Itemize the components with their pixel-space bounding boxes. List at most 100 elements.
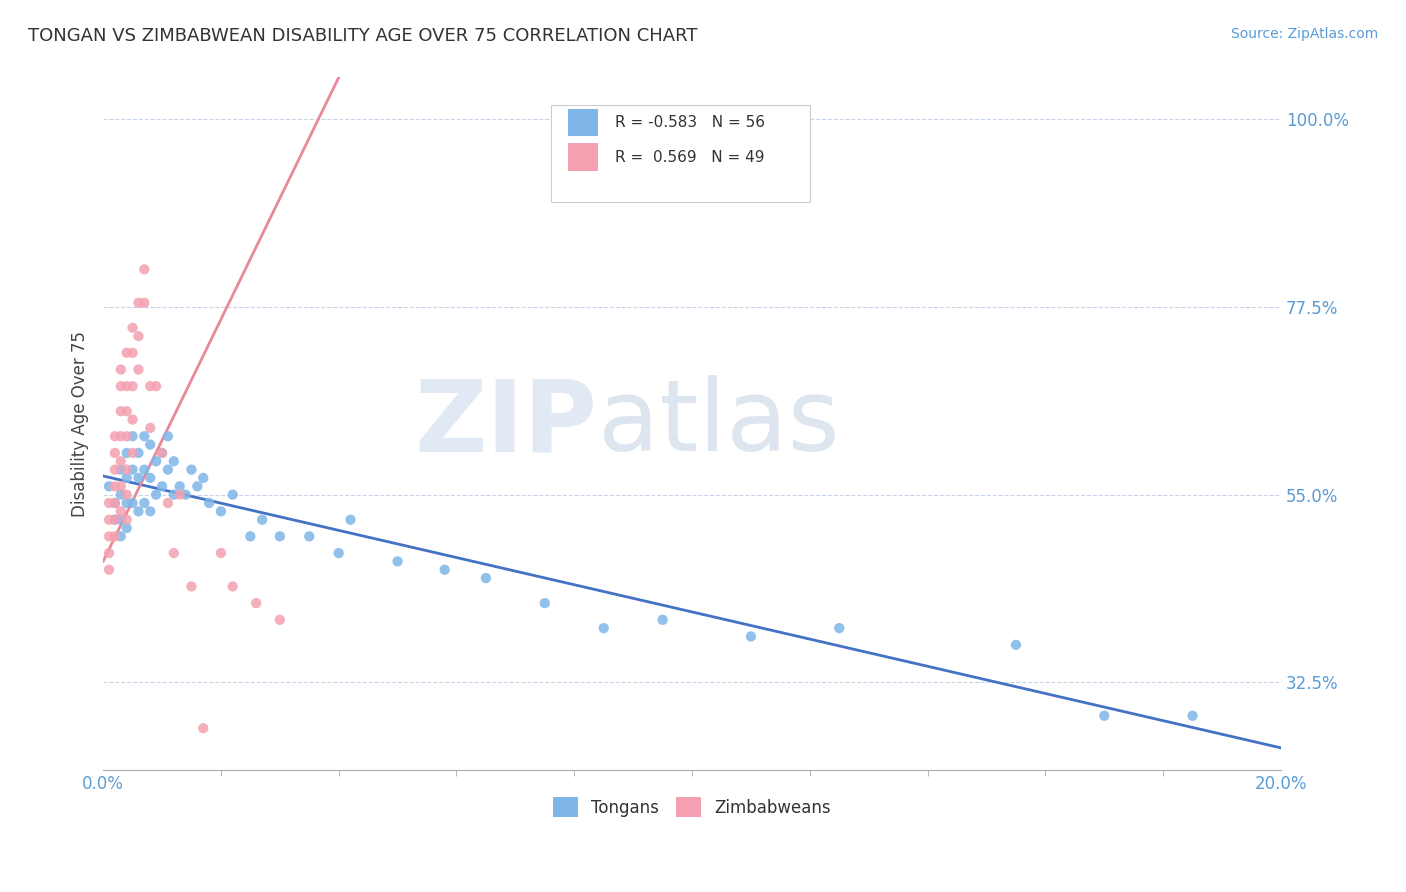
FancyBboxPatch shape <box>568 109 598 136</box>
Point <box>134 262 156 277</box>
Point <box>592 621 614 635</box>
Point <box>104 513 127 527</box>
Point <box>110 488 132 502</box>
Point <box>127 295 149 310</box>
Point <box>110 479 132 493</box>
Point <box>115 404 138 418</box>
Point <box>239 529 262 543</box>
Point <box>245 596 267 610</box>
Point <box>104 496 127 510</box>
Legend: Tongans, Zimbabweans: Tongans, Zimbabweans <box>547 790 838 824</box>
FancyBboxPatch shape <box>568 144 598 171</box>
Point <box>221 488 243 502</box>
Point <box>139 437 162 451</box>
Point <box>121 496 143 510</box>
Point <box>145 379 167 393</box>
Point <box>339 513 361 527</box>
Point <box>104 446 127 460</box>
Point <box>115 496 138 510</box>
Point <box>110 513 132 527</box>
Point <box>115 521 138 535</box>
Point <box>298 529 321 543</box>
Point <box>139 421 162 435</box>
Point <box>110 362 132 376</box>
Point <box>651 613 673 627</box>
Point <box>110 454 132 468</box>
Point <box>180 579 202 593</box>
Point <box>533 596 555 610</box>
Point <box>186 479 208 493</box>
Point <box>193 471 215 485</box>
Point <box>1181 708 1204 723</box>
Point <box>209 546 232 560</box>
Point <box>387 554 409 568</box>
Point <box>134 429 156 443</box>
Point <box>134 462 156 476</box>
Text: ZIP: ZIP <box>415 376 598 472</box>
Point <box>193 721 215 735</box>
Point <box>269 529 291 543</box>
Point <box>115 429 138 443</box>
Point <box>104 496 127 510</box>
Point <box>150 446 173 460</box>
Point <box>139 504 162 518</box>
Point <box>139 379 162 393</box>
Point <box>127 362 149 376</box>
Point <box>121 346 143 360</box>
Point <box>156 462 179 476</box>
Point <box>110 504 132 518</box>
Point <box>104 529 127 543</box>
Text: atlas: atlas <box>598 376 839 472</box>
Point <box>156 429 179 443</box>
Point <box>121 412 143 426</box>
Point <box>198 496 221 510</box>
Point <box>104 462 127 476</box>
Point <box>127 446 149 460</box>
Point <box>127 504 149 518</box>
Point <box>115 379 138 393</box>
Point <box>139 471 162 485</box>
Point <box>121 462 143 476</box>
Point <box>269 613 291 627</box>
Point <box>121 429 143 443</box>
Point <box>145 488 167 502</box>
Text: TONGAN VS ZIMBABWEAN DISABILITY AGE OVER 75 CORRELATION CHART: TONGAN VS ZIMBABWEAN DISABILITY AGE OVER… <box>28 27 697 45</box>
Point <box>169 488 191 502</box>
Point <box>1092 708 1115 723</box>
FancyBboxPatch shape <box>551 105 810 202</box>
Point <box>828 621 851 635</box>
Point <box>98 479 121 493</box>
Point <box>110 462 132 476</box>
Text: Source: ZipAtlas.com: Source: ZipAtlas.com <box>1230 27 1378 41</box>
Point <box>221 579 243 593</box>
Point <box>174 488 197 502</box>
Point <box>121 320 143 334</box>
Point <box>328 546 350 560</box>
Point <box>115 513 138 527</box>
Point <box>209 504 232 518</box>
Point <box>110 379 132 393</box>
Point <box>250 513 273 527</box>
Point <box>150 446 173 460</box>
Point <box>110 529 132 543</box>
Text: R =  0.569   N = 49: R = 0.569 N = 49 <box>616 150 765 165</box>
Point <box>104 429 127 443</box>
Point <box>156 496 179 510</box>
Point <box>150 479 173 493</box>
Point <box>98 563 121 577</box>
Point <box>163 546 186 560</box>
Point <box>127 471 149 485</box>
Point <box>115 471 138 485</box>
Point <box>127 329 149 343</box>
Point <box>134 295 156 310</box>
Point <box>98 513 121 527</box>
Point <box>115 462 138 476</box>
Point <box>115 346 138 360</box>
Point <box>110 404 132 418</box>
Point <box>433 563 456 577</box>
Point <box>98 529 121 543</box>
Point <box>98 546 121 560</box>
Point <box>121 379 143 393</box>
Point <box>134 496 156 510</box>
Point <box>145 454 167 468</box>
